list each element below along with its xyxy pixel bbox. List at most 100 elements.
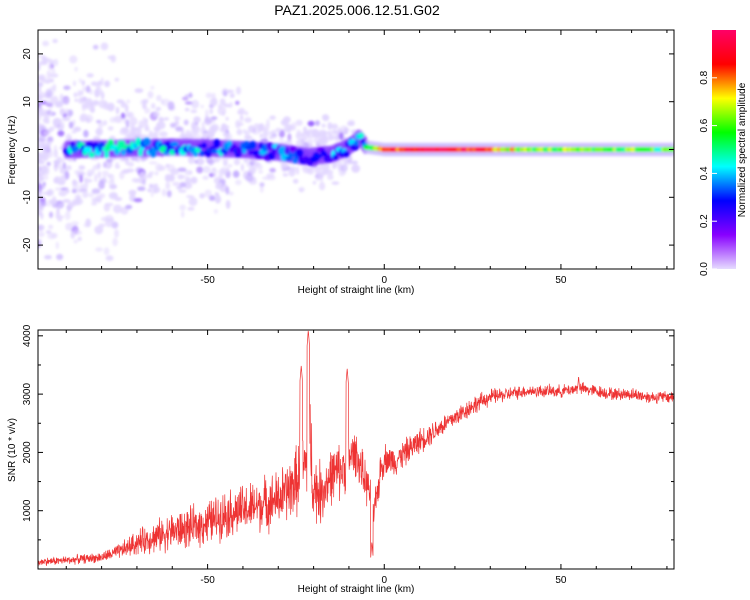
ridge-cell xyxy=(135,137,142,147)
noise-blob xyxy=(95,247,103,252)
noise-blob xyxy=(348,119,355,124)
ridge-cell xyxy=(83,146,92,153)
noise-blob xyxy=(158,165,166,171)
spectrogram-ytick-label: 0 xyxy=(22,146,33,152)
noise-blob xyxy=(113,204,122,214)
noise-blob xyxy=(148,171,155,175)
noise-blob xyxy=(210,169,218,174)
noise-blob xyxy=(44,115,50,123)
noise-blob xyxy=(56,157,65,163)
noise-blob xyxy=(291,122,297,131)
noise-blob xyxy=(307,134,315,139)
noise-blob xyxy=(97,196,102,204)
ridge-cell xyxy=(211,149,219,154)
noise-blob xyxy=(38,76,45,81)
noise-blob xyxy=(38,199,41,208)
ridge-cell xyxy=(314,154,323,159)
noise-blob xyxy=(292,178,299,184)
ridge-cell xyxy=(357,132,364,139)
noise-blob xyxy=(165,181,171,190)
noise-blob xyxy=(69,55,78,64)
snr-xtick-label: -50 xyxy=(200,575,215,586)
noise-blob xyxy=(285,140,293,145)
noise-blob xyxy=(245,173,254,182)
noise-blob xyxy=(142,99,148,105)
noise-blob xyxy=(313,138,318,143)
noise-blob xyxy=(275,127,282,133)
noise-blob xyxy=(256,164,263,170)
noise-blob xyxy=(46,70,52,79)
noise-blob xyxy=(170,168,180,175)
noise-blob xyxy=(131,178,139,183)
noise-blob xyxy=(177,167,187,172)
noise-blob xyxy=(202,175,209,180)
noise-blob xyxy=(350,160,358,165)
spectrogram-ridge xyxy=(62,129,674,166)
noise-blob xyxy=(42,40,49,47)
ridge-cell xyxy=(284,146,289,155)
noise-blob xyxy=(189,92,193,99)
noise-blob xyxy=(78,165,86,171)
noise-blob xyxy=(48,224,54,230)
spectrogram-xtick-label: 0 xyxy=(381,275,387,286)
snr-ytick-label: 3000 xyxy=(22,383,33,406)
noise-blob xyxy=(218,104,223,109)
noise-blob xyxy=(154,171,159,176)
noise-blob xyxy=(184,107,190,112)
noise-blob xyxy=(201,134,209,140)
noise-blob xyxy=(282,173,289,177)
noise-blob xyxy=(149,183,154,189)
colorbar-tick-label: 0.6 xyxy=(699,118,710,132)
figure-title: PAZ1.2025.006.12.51.G02 xyxy=(274,2,440,18)
noise-blob xyxy=(212,172,217,177)
noise-blob xyxy=(150,85,155,90)
noise-blob xyxy=(38,188,42,192)
noise-blob xyxy=(214,195,221,204)
ridge-cell xyxy=(266,142,274,150)
noise-blob xyxy=(40,212,44,220)
ridge-cell xyxy=(201,142,208,149)
noise-blob xyxy=(156,122,161,131)
noise-blob xyxy=(39,126,47,130)
noise-blob xyxy=(49,126,55,132)
noise-blob xyxy=(213,209,219,214)
ridge-cell xyxy=(249,140,257,150)
noise-blob xyxy=(280,164,290,168)
noise-blob xyxy=(62,199,71,203)
noise-blob xyxy=(38,101,41,108)
spectrogram-xtick-label: -50 xyxy=(200,275,215,286)
noise-blob xyxy=(119,156,127,162)
noise-blob xyxy=(128,189,137,196)
noise-blob xyxy=(194,160,198,164)
noise-blob xyxy=(331,123,338,130)
ridge-cell xyxy=(199,150,205,157)
noise-blob xyxy=(68,121,74,129)
noise-blob xyxy=(179,182,187,188)
noise-blob xyxy=(266,118,270,127)
ridge-cell xyxy=(332,154,339,161)
noise-blob xyxy=(91,188,101,194)
noise-blob xyxy=(235,100,240,105)
noise-blob xyxy=(86,73,94,78)
noise-blob xyxy=(92,44,99,50)
spectrogram-ytick-label: 20 xyxy=(22,48,33,60)
noise-blob xyxy=(74,197,83,205)
noise-blob xyxy=(210,97,218,107)
noise-blob xyxy=(57,163,64,169)
noise-blob xyxy=(105,218,114,228)
noise-blob xyxy=(38,231,45,238)
noise-blob xyxy=(38,142,42,150)
noise-blob xyxy=(125,104,129,113)
noise-blob xyxy=(38,60,44,67)
noise-blob xyxy=(332,162,337,170)
noise-blob xyxy=(340,125,348,131)
noise-blob xyxy=(71,130,77,134)
noise-blob xyxy=(331,135,336,141)
noise-blob xyxy=(49,199,58,204)
noise-blob xyxy=(38,74,43,78)
colorbar-tick-label: 0.4 xyxy=(699,166,710,180)
noise-blob xyxy=(65,222,73,231)
ridge-cell xyxy=(342,150,350,158)
noise-blob xyxy=(105,255,114,261)
